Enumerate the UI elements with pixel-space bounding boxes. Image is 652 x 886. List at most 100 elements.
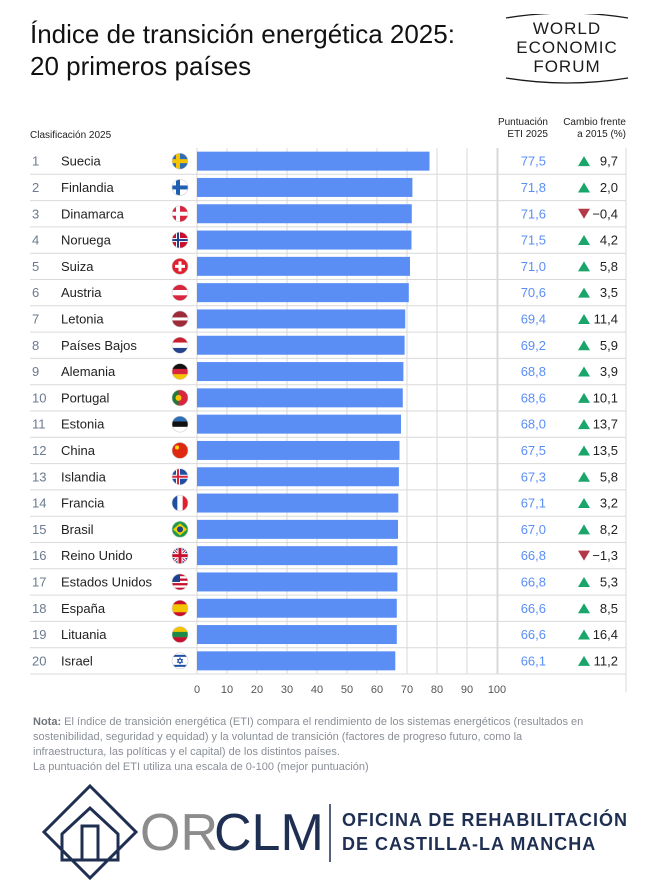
- x-tick-label: 0: [194, 684, 200, 696]
- triangle-up-icon: [578, 498, 590, 509]
- change-label: 13,5: [593, 443, 618, 458]
- table-row: 5 Suiza 71,0 5,8: [30, 258, 626, 280]
- x-tick-label: 50: [341, 684, 353, 696]
- table-row: 15 Brasil 67,0 8,2: [30, 521, 626, 543]
- triangle-up-icon: [578, 182, 590, 193]
- country-label: Islandia: [61, 469, 107, 484]
- score-label: 71,8: [521, 180, 546, 195]
- rank-label: 16: [32, 548, 46, 563]
- bar-2: [197, 177, 413, 197]
- triangle-down-icon: [578, 208, 590, 219]
- triangle-up-icon: [578, 603, 590, 614]
- country-label: Reino Unido: [61, 548, 133, 563]
- iceland-flag-icon: [171, 468, 189, 486]
- country-label: Estonia: [61, 417, 105, 432]
- rank-label: 8: [32, 338, 39, 353]
- change-label: 3,2: [600, 496, 618, 511]
- x-tick-label: 40: [311, 684, 323, 696]
- bar-19: [197, 625, 397, 645]
- bar-14: [197, 493, 399, 513]
- rank-label: 11: [32, 417, 46, 432]
- rank-label: 7: [32, 311, 39, 326]
- table-row: 14 Francia 67,1 3,2: [30, 494, 626, 517]
- change-label: 5,9: [600, 338, 618, 353]
- score-label: 67,3: [521, 469, 546, 484]
- house-emblem-icon: [41, 783, 139, 881]
- score-label: 71,6: [521, 206, 546, 221]
- triangle-up-icon: [578, 156, 590, 167]
- change-label: 10,1: [593, 390, 618, 405]
- country-label: Dinamarca: [61, 206, 125, 221]
- wef-logo: WORLD ECONOMIC FORUM: [505, 14, 629, 84]
- country-label: Austria: [61, 285, 102, 300]
- table-row: 20 Israel 66,1 11,2: [30, 652, 626, 675]
- triangle-up-icon: [578, 392, 590, 403]
- germany-flag-icon: [171, 363, 189, 380]
- bar-1: [197, 151, 430, 171]
- bar-8: [197, 335, 405, 355]
- china-flag-icon: [171, 442, 189, 459]
- change-label: 5,8: [600, 469, 618, 484]
- table-row: 2 Finlandia 71,8 2,0: [30, 179, 626, 202]
- change-column-header: Cambio frente a 2015 (%): [563, 117, 626, 140]
- rank-label: 18: [32, 601, 46, 616]
- rank-label: 6: [32, 285, 39, 300]
- denmark-flag-icon: [171, 205, 189, 223]
- country-label: Israel: [61, 653, 93, 668]
- org-name-line-1: OFICINA DE REHABILITACIÓN: [342, 809, 628, 830]
- country-label: Alemania: [61, 364, 116, 379]
- rank-label: 13: [32, 469, 46, 484]
- score-label: 66,1: [521, 653, 546, 668]
- change-label: 11,4: [594, 311, 618, 326]
- score-label: 69,4: [521, 311, 546, 326]
- bar-7: [197, 309, 406, 329]
- rank-label: 2: [32, 180, 39, 195]
- table-row: 1 Suecia 77,5 9,7: [30, 152, 626, 175]
- triangle-up-icon: [578, 445, 590, 456]
- x-tick-label: 60: [371, 684, 383, 696]
- score-label: 68,6: [521, 390, 546, 405]
- chart-title: Índice de transición energética 2025: 20 …: [30, 19, 455, 81]
- table-row: 16 Reino Unido 66,8 −1,3: [30, 547, 626, 570]
- rank-column-header: Clasificación 2025: [30, 130, 112, 141]
- rank-label: 14: [32, 496, 46, 511]
- x-tick-label: 80: [431, 684, 443, 696]
- wef-logo-line-3: FORUM: [533, 57, 600, 76]
- wef-logo-line-2: ECONOMIC: [516, 38, 618, 57]
- score-label: 66,6: [521, 601, 546, 616]
- rank-label: 19: [32, 627, 46, 642]
- change-label: 5,8: [600, 259, 618, 274]
- country-label: Letonia: [61, 311, 104, 326]
- score-label: 66,8: [521, 548, 546, 563]
- country-label: Suiza: [61, 259, 94, 274]
- triangle-up-icon: [578, 419, 590, 430]
- x-tick-label: 90: [461, 684, 473, 696]
- triangle-up-icon: [578, 313, 590, 324]
- score-label: 77,5: [521, 154, 546, 169]
- country-label: Noruega: [61, 233, 112, 248]
- change-label: −1,3: [592, 548, 618, 563]
- table-row: 3 Dinamarca 71,6 −0,4: [30, 205, 626, 228]
- bar-16: [197, 546, 398, 566]
- bar-15: [197, 519, 398, 539]
- score-label: 67,0: [521, 522, 546, 537]
- triangle-up-icon: [578, 235, 590, 246]
- table-row: 6 Austria 70,6 3,5: [30, 284, 626, 307]
- bar-10: [197, 388, 403, 408]
- triangle-up-icon: [578, 340, 590, 351]
- country-label: Brasil: [61, 522, 94, 537]
- change-label: 5,3: [600, 574, 618, 589]
- orclm-logo: OR CLM OFICINA DE REHABILITACIÓN DE CAST…: [41, 783, 628, 881]
- spain-flag-icon: [171, 599, 189, 617]
- rank-label: 10: [32, 390, 46, 405]
- table-row: 17 Estados Unidos 66,8 5,3: [30, 573, 626, 596]
- change-label: 8,5: [600, 601, 618, 616]
- score-label: 68,8: [521, 364, 546, 379]
- eti-bar-chart: 1 Suecia 77,5 9,7 2 Finlandia 71,8 2,0 3 Dinamarc…: [30, 148, 627, 696]
- triangle-up-icon: [578, 524, 590, 535]
- table-row: 19 Lituania 66,6 16,4: [30, 626, 626, 649]
- wef-logo-line-1: WORLD: [533, 19, 601, 38]
- rank-label: 9: [32, 364, 39, 379]
- bar-17: [197, 572, 398, 592]
- estonia-flag-icon: [171, 415, 189, 433]
